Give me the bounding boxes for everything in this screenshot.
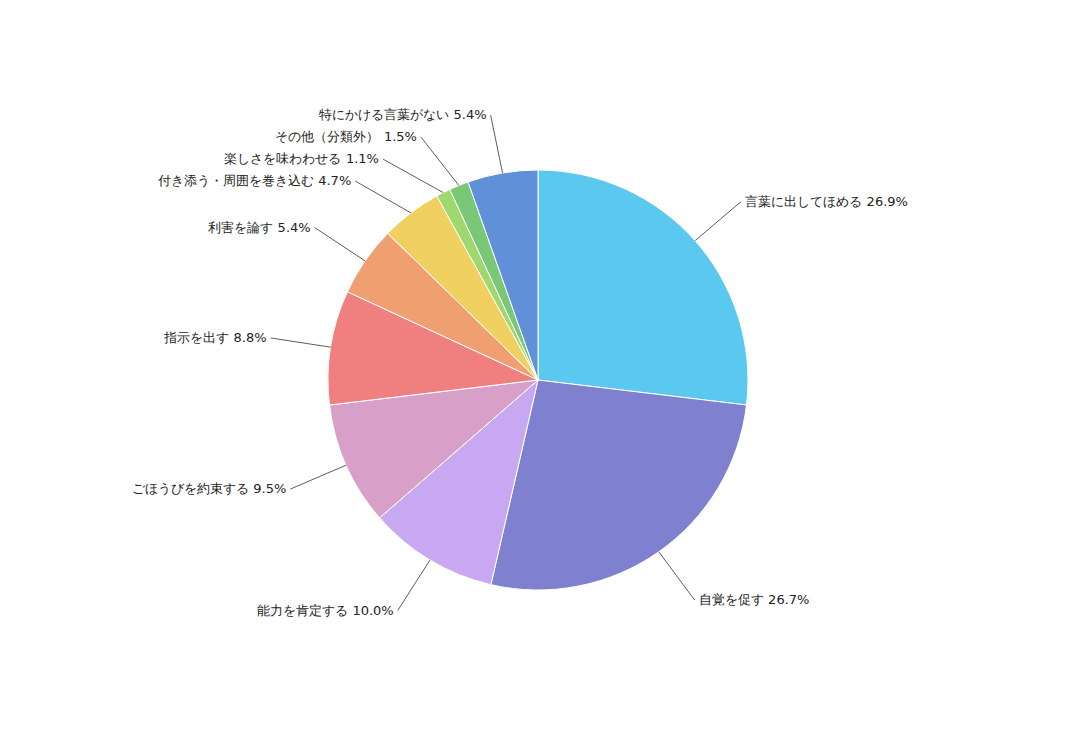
label-category: 指示を出す [163, 329, 229, 344]
data-labels: 言葉に出してほめる 26.9% 自覚を促す 26.7% 能力を肯定する 10.0% ごほうび… [132, 107, 908, 617]
label-category: 利害を論す [208, 219, 273, 234]
label-value: 10.0% [352, 602, 393, 617]
leader-line [398, 560, 430, 610]
pie-slice [538, 170, 748, 405]
label-value: 1.1% [346, 151, 379, 166]
label-category: 特にかける言葉がない [319, 107, 449, 122]
leader-line [383, 159, 443, 193]
leader-line [695, 202, 741, 241]
label-value: 5.4% [278, 219, 311, 234]
leader-line [355, 181, 411, 213]
label-category: その他（分類外） [275, 129, 379, 144]
label-value: 1.5% [384, 129, 417, 144]
chart: 言葉に出してほめる 26.9% 自覚を促す 26.7% 能力を肯定する 10.0% ごほうび… [0, 0, 1076, 753]
slices [328, 170, 748, 590]
data-label: 利害を論す 5.4% [208, 219, 311, 234]
data-label: 能力を肯定する 10.0% [257, 602, 394, 617]
label-category: 自覚を促す [699, 591, 764, 606]
label-category: ごほうびを約束する [132, 481, 249, 496]
label-value: 5.4% [454, 107, 487, 122]
label-value: 26.7% [768, 591, 809, 606]
label-category: 楽しさを味わわせる [224, 151, 341, 166]
leader-lines [271, 115, 742, 610]
data-label: 付き添う・周囲を巻き込む 4.7% [157, 173, 352, 188]
data-label: 楽しさを味わわせる 1.1% [224, 151, 379, 166]
pie: 言葉に出してほめる 26.9% 自覚を促す 26.7% 能力を肯定する 10.0% ごほうび… [132, 107, 908, 617]
label-category: 言葉に出してほめる [745, 193, 862, 208]
label-value: 8.8% [233, 329, 266, 344]
data-label: 指示を出す 8.8% [163, 329, 267, 344]
data-label: 言葉に出してほめる 26.9% [745, 193, 908, 208]
leader-line [491, 115, 503, 173]
data-label: ごほうびを約束する 9.5% [132, 481, 287, 496]
pie-slice [468, 170, 538, 380]
leader-line [290, 465, 346, 489]
label-category: 能力を肯定する [257, 602, 348, 617]
label-value: 4.7% [318, 173, 351, 188]
label-category: 付き添う・周囲を巻き込む [157, 173, 314, 188]
leader-line [421, 137, 459, 185]
data-label: 自覚を促す 26.7% [699, 591, 810, 606]
leader-line [271, 338, 331, 347]
leader-line [315, 228, 365, 261]
data-label: その他（分類外） 1.5% [275, 129, 417, 144]
data-label: 特にかける言葉がない 5.4% [319, 107, 487, 122]
leader-line [659, 552, 695, 600]
label-value: 26.9% [867, 193, 908, 208]
label-value: 9.5% [253, 481, 286, 496]
